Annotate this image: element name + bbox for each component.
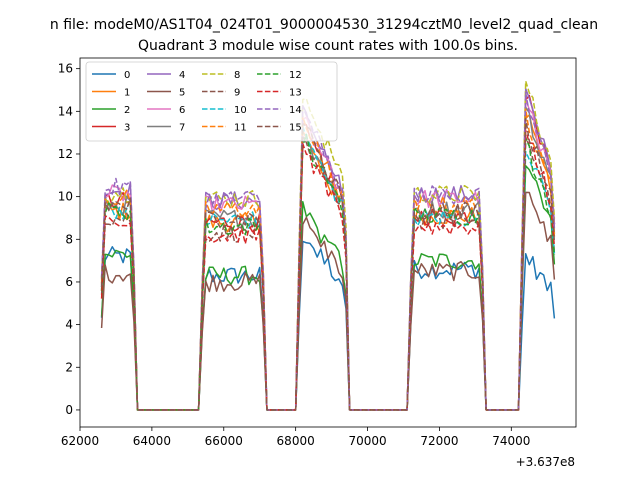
legend-label-12: 12 <box>289 70 302 81</box>
y-tick-label: 0 <box>65 403 73 417</box>
legend-label-0: 0 <box>124 70 130 81</box>
legend-label-15: 15 <box>289 123 302 134</box>
x-offset-label: +3.637e8 <box>516 455 575 469</box>
series-line-3 <box>100 94 556 411</box>
series-line-2 <box>100 165 556 411</box>
series-line-8 <box>100 80 556 411</box>
legend-label-10: 10 <box>234 105 247 116</box>
legend-label-1: 1 <box>124 88 130 99</box>
series-line-14 <box>100 91 556 411</box>
legend-label-5: 5 <box>179 88 185 99</box>
y-tick-label: 10 <box>58 190 73 204</box>
chart-title: Quadrant 3 module wise count rates with … <box>138 38 518 54</box>
legend-label-3: 3 <box>124 123 130 134</box>
figure-suptitle: n file: modeM0/AS1T04_024T01_9000004530_… <box>50 17 598 33</box>
series-line-6 <box>100 97 556 411</box>
series-line-5 <box>100 191 556 411</box>
legend-frame <box>85 61 338 142</box>
legend-label-6: 6 <box>179 105 185 116</box>
legend-label-9: 9 <box>234 88 240 99</box>
x-tick-label: 62000 <box>61 434 99 448</box>
legend-label-2: 2 <box>124 105 130 116</box>
legend-label-4: 4 <box>179 70 185 81</box>
y-tick-label: 8 <box>65 232 73 246</box>
y-tick-label: 4 <box>65 318 73 332</box>
legend-label-13: 13 <box>289 88 302 99</box>
legend-label-8: 8 <box>234 70 240 81</box>
x-tick-label: 64000 <box>133 434 171 448</box>
x-tick-label: 66000 <box>205 434 243 448</box>
x-tick-label: 72000 <box>420 434 458 448</box>
y-tick-label: 16 <box>58 62 73 76</box>
series-line-15 <box>100 117 556 411</box>
legend-label-14: 14 <box>289 105 302 116</box>
x-tick-label: 70000 <box>348 434 386 448</box>
x-tick-label: 68000 <box>277 434 315 448</box>
y-tick-label: 14 <box>58 104 73 118</box>
axes-layer: 62000 64000 66000 68000 70000 72000 74000 0 2 4 6 8… <box>58 57 577 448</box>
plot-frame <box>79 57 577 428</box>
y-tick-label: 12 <box>58 147 73 161</box>
x-tick-label: 74000 <box>492 434 530 448</box>
series-layer <box>100 80 556 411</box>
series-line-12 <box>100 133 556 411</box>
series-line-13 <box>100 129 556 411</box>
series-line-10 <box>100 125 556 411</box>
legend-label-7: 7 <box>179 123 185 134</box>
legend-label-11: 11 <box>234 123 247 134</box>
y-tick-label: 2 <box>65 360 73 374</box>
series-line-4 <box>100 87 556 411</box>
series-line-0 <box>100 240 556 411</box>
y-tick-label: 6 <box>65 275 73 289</box>
